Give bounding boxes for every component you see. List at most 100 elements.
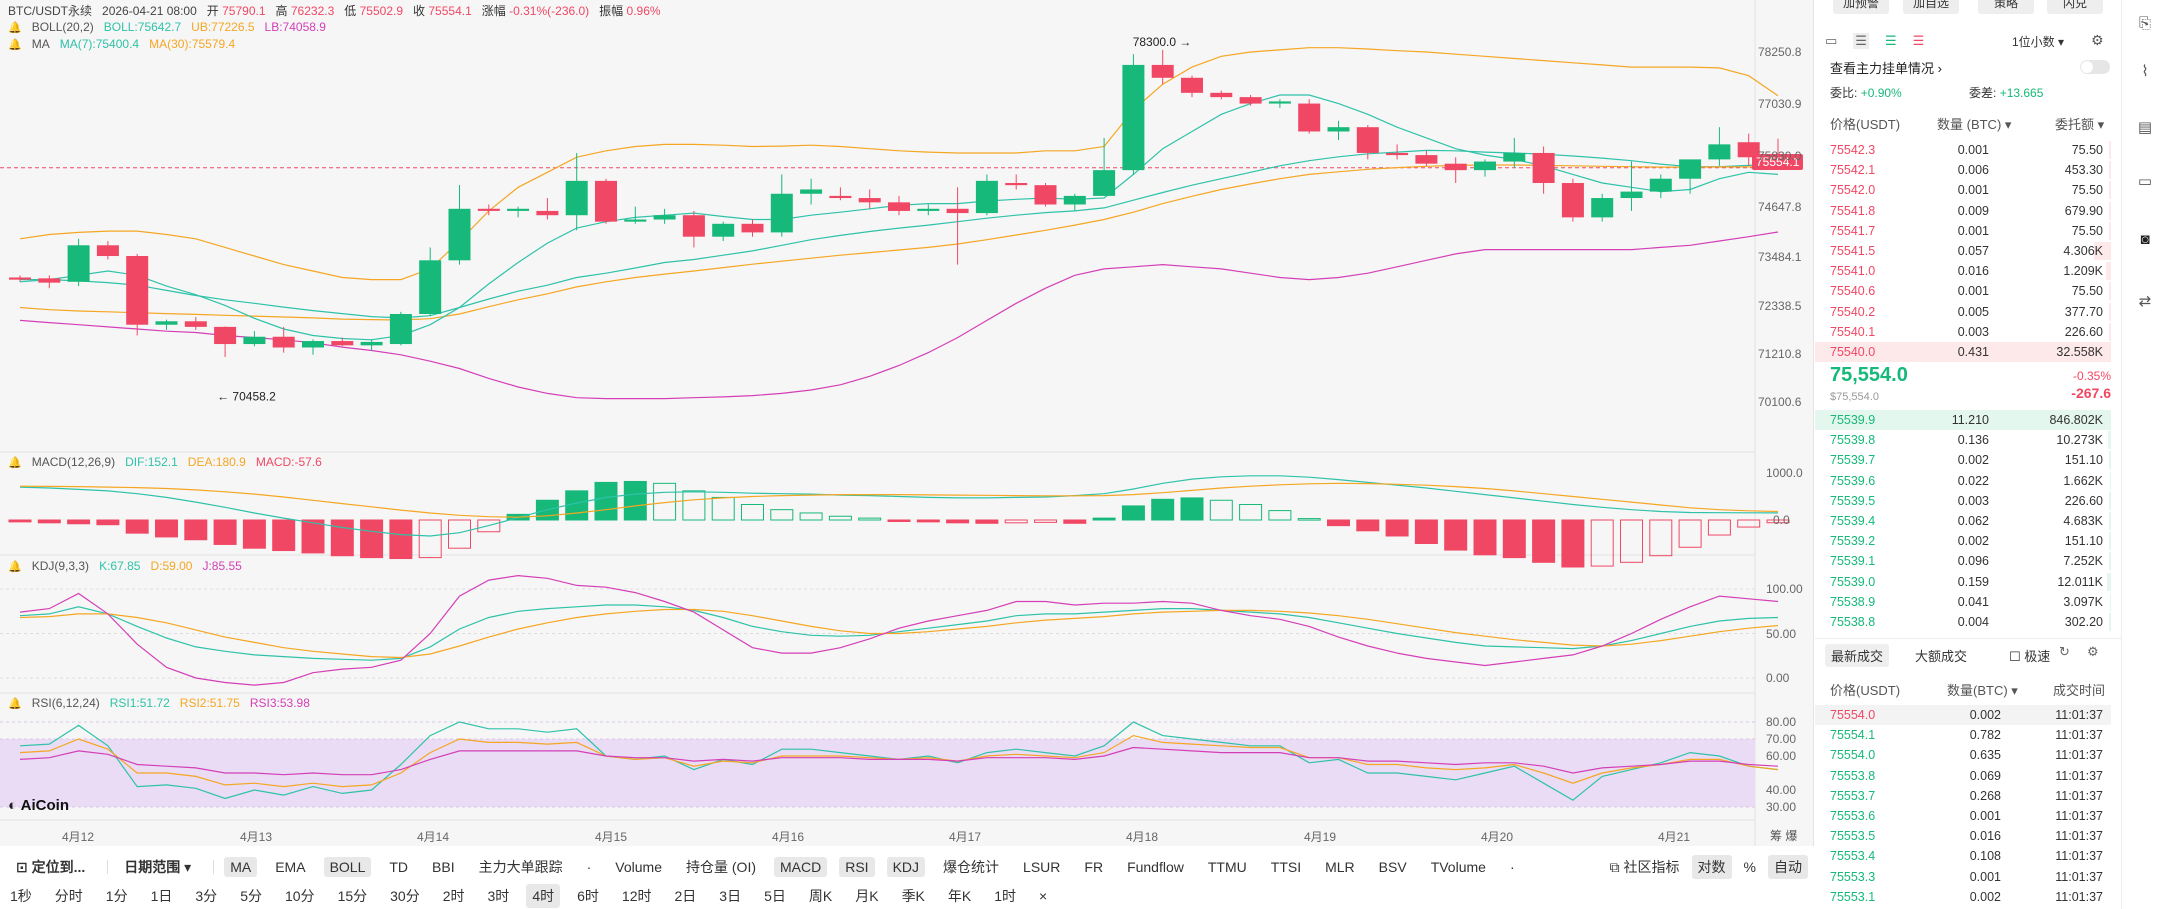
boll-legend[interactable]: 🔔 BOLL(20,2) BOLL:75642.7 UB:77226.5 LB:…	[8, 20, 326, 34]
main-orders-toggle[interactable]	[2080, 60, 2110, 74]
decimal-dropdown[interactable]: 1位小数 ▾	[2012, 35, 2065, 49]
interval-button[interactable]: 周K	[808, 888, 833, 904]
rsi-legend[interactable]: 🔔 RSI(6,12,24) RSI1:51.72 RSI2:51.75 RSI…	[8, 696, 310, 710]
indicator-fr-button[interactable]: FR	[1084, 859, 1104, 875]
indicator-ma-button[interactable]: MA	[224, 857, 258, 877]
bid-row[interactable]: 75539.2 0.002 151.10	[1815, 531, 2111, 551]
locate-button[interactable]: ⊡ 定位到...	[16, 859, 86, 875]
col-total-header[interactable]: 委托额 ▾	[2055, 117, 2105, 132]
ma-legend[interactable]: 🔔 MA MA(7):75400.4 MA(30):75579.4	[8, 37, 235, 51]
community-indicator-button[interactable]: ⧉ 社区指标	[1609, 859, 1680, 875]
interval-button[interactable]: 年K	[947, 888, 972, 904]
bid-row[interactable]: 75538.9 0.041 3.097K	[1815, 592, 2111, 612]
swap-icon[interactable]: ⇄	[2138, 293, 2152, 310]
indicator-ttsi-button[interactable]: TTSI	[1270, 859, 1302, 875]
settings-icon[interactable]: ⚙	[2091, 32, 2104, 48]
col-qty-header[interactable]: 数量 (BTC) ▾	[1937, 117, 2012, 132]
view-both-icon[interactable]: ▭	[1825, 33, 1838, 48]
strategy-button[interactable]: 策略	[1978, 0, 2034, 14]
interval-button[interactable]: 12时	[621, 888, 652, 904]
fast-mode-checkbox[interactable]: ☐ 极速	[2009, 649, 2051, 664]
ask-row[interactable]: 75541.8 0.009 679.90	[1815, 201, 2111, 221]
interval-button[interactable]: ×	[1039, 888, 1048, 904]
interval-button[interactable]: 2时	[442, 888, 465, 904]
bell-icon[interactable]: 🔔	[8, 456, 22, 469]
view-list-icon[interactable]: ☰	[1912, 33, 1925, 48]
ask-row[interactable]: 75540.0 0.431 32.558K	[1815, 342, 2111, 362]
bid-row[interactable]: 75539.9 11.210 846.802K	[1815, 410, 2111, 430]
trade-settings-icon[interactable]: ⚙	[2087, 644, 2099, 659]
indicator-kdj-button[interactable]: KDJ	[886, 857, 926, 877]
bid-row[interactable]: 75539.1 0.096 7.252K	[1815, 551, 2111, 571]
chart-area[interactable]: 78300.0 → ← 70458.2 BTC/USDT永续 2026-04-21…	[0, 0, 1814, 846]
bid-row[interactable]: 75539.6 0.022 1.662K	[1815, 471, 2111, 491]
add-watchlist-button[interactable]: 加自选	[1903, 0, 1959, 14]
bell-icon[interactable]: 🔔	[8, 38, 22, 51]
ask-row[interactable]: 75541.0 0.016 1.209K	[1815, 261, 2111, 281]
ask-row[interactable]: 75542.0 0.001 75.50	[1815, 180, 2111, 200]
add-alert-button[interactable]: 加预警	[1833, 0, 1889, 14]
indicator-volume-button[interactable]: Volume	[615, 859, 662, 875]
news-icon[interactable]: ▤	[2137, 119, 2153, 136]
ask-row[interactable]: 75542.3 0.001 75.50	[1815, 140, 2111, 160]
ask-row[interactable]: 75541.5 0.057 4.306K	[1815, 241, 2111, 261]
interval-button[interactable]: 1时	[994, 888, 1017, 904]
indicator-tvolume-button[interactable]: TVolume	[1430, 859, 1486, 875]
bid-row[interactable]: 75539.0 0.159 12.011K	[1815, 572, 2111, 592]
indicator-td-button[interactable]: TD	[389, 859, 409, 875]
auto-scale-toggle[interactable]: 自动	[1768, 855, 1808, 879]
bell-icon[interactable]: 🔔	[8, 560, 22, 573]
indicator-boll-button[interactable]: BOLL	[323, 857, 372, 877]
view-bids-icon[interactable]: ☰	[1884, 33, 1897, 48]
wallet-icon[interactable]: ⎘	[2138, 15, 2151, 32]
indicator-ema-button[interactable]: EMA	[275, 859, 306, 875]
chart-icon[interactable]: ⌇	[2141, 63, 2149, 80]
tab-latest-trades[interactable]: 最新成交	[1825, 644, 1890, 667]
interval-button[interactable]: 5分	[240, 888, 262, 904]
interval-button[interactable]: 1秒	[10, 888, 32, 904]
indicator-bsv-button[interactable]: BSV	[1378, 859, 1407, 875]
flash-swap-button[interactable]: 闪兑	[2047, 0, 2103, 14]
chip-liquidation-toggle[interactable]: 筹 爆	[1770, 829, 1798, 843]
interval-button[interactable]: 15分	[337, 888, 368, 904]
ask-row[interactable]: 75541.7 0.001 75.50	[1815, 221, 2111, 241]
indicator-bbi-button[interactable]: BBI	[432, 859, 455, 875]
indicator-ttmu-button[interactable]: TTMU	[1207, 859, 1247, 875]
main-orders-link[interactable]: 查看主力挂单情况 ›	[1830, 61, 1942, 76]
interval-button[interactable]: 5日	[764, 888, 786, 904]
bid-row[interactable]: 75538.8 0.004 302.20	[1815, 612, 2111, 632]
interval-button[interactable]: 3时	[487, 888, 510, 904]
interval-button[interactable]: 30分	[390, 888, 420, 904]
ask-row[interactable]: 75540.6 0.001 75.50	[1815, 281, 2111, 301]
trade-col-qty[interactable]: 数量(BTC) ▾	[1947, 683, 2018, 698]
robot-icon[interactable]: ◙	[2140, 231, 2150, 248]
indicator-rsi-button[interactable]: RSI	[839, 857, 875, 877]
bid-row[interactable]: 75539.4 0.062 4.683K	[1815, 511, 2111, 531]
indicator-mlr-button[interactable]: MLR	[1325, 859, 1355, 875]
bell-icon[interactable]: 🔔	[8, 21, 22, 34]
indicator-macd-button[interactable]: MACD	[774, 857, 828, 877]
interval-button[interactable]: 2日	[674, 888, 697, 904]
bid-row[interactable]: 75539.7 0.002 151.10	[1815, 450, 2111, 470]
indicator--button[interactable]: 爆仓统计	[943, 859, 1000, 875]
interval-button[interactable]: 10分	[284, 888, 315, 904]
view-asks-icon[interactable]: ☰	[1853, 33, 1869, 49]
tab-large-trades[interactable]: 大额成交	[1915, 649, 1968, 664]
indicator-fundflow-button[interactable]: Fundflow	[1127, 859, 1184, 875]
indicator--button[interactable]: 主力大单跟踪	[478, 859, 563, 875]
indicator-lsur-button[interactable]: LSUR	[1023, 859, 1061, 875]
date-range-dropdown[interactable]: 日期范围 ▾	[124, 859, 192, 875]
macd-legend[interactable]: 🔔 MACD(12,26,9) DIF:152.1 DEA:180.9 MACD…	[8, 455, 322, 469]
indicator-oi-button[interactable]: 持仓量 (OI)	[686, 859, 756, 875]
bid-row[interactable]: 75539.8 0.136 10.273K	[1815, 430, 2111, 450]
bid-row[interactable]: 75539.5 0.003 226.60	[1815, 491, 2111, 511]
interval-button[interactable]: 4时	[526, 884, 561, 908]
refresh-icon[interactable]: ↻	[2059, 644, 2070, 659]
interval-button[interactable]: 6时	[577, 888, 599, 904]
ask-row[interactable]: 75540.2 0.005 377.70	[1815, 302, 2111, 322]
screen-icon[interactable]: ▭	[2137, 173, 2153, 190]
interval-button[interactable]: 3日	[719, 888, 742, 904]
interval-button[interactable]: 季K	[901, 888, 925, 904]
interval-button[interactable]: 3分	[195, 888, 218, 904]
kdj-legend[interactable]: 🔔 KDJ(9,3,3) K:67.85 D:59.00 J:85.55	[8, 559, 242, 573]
